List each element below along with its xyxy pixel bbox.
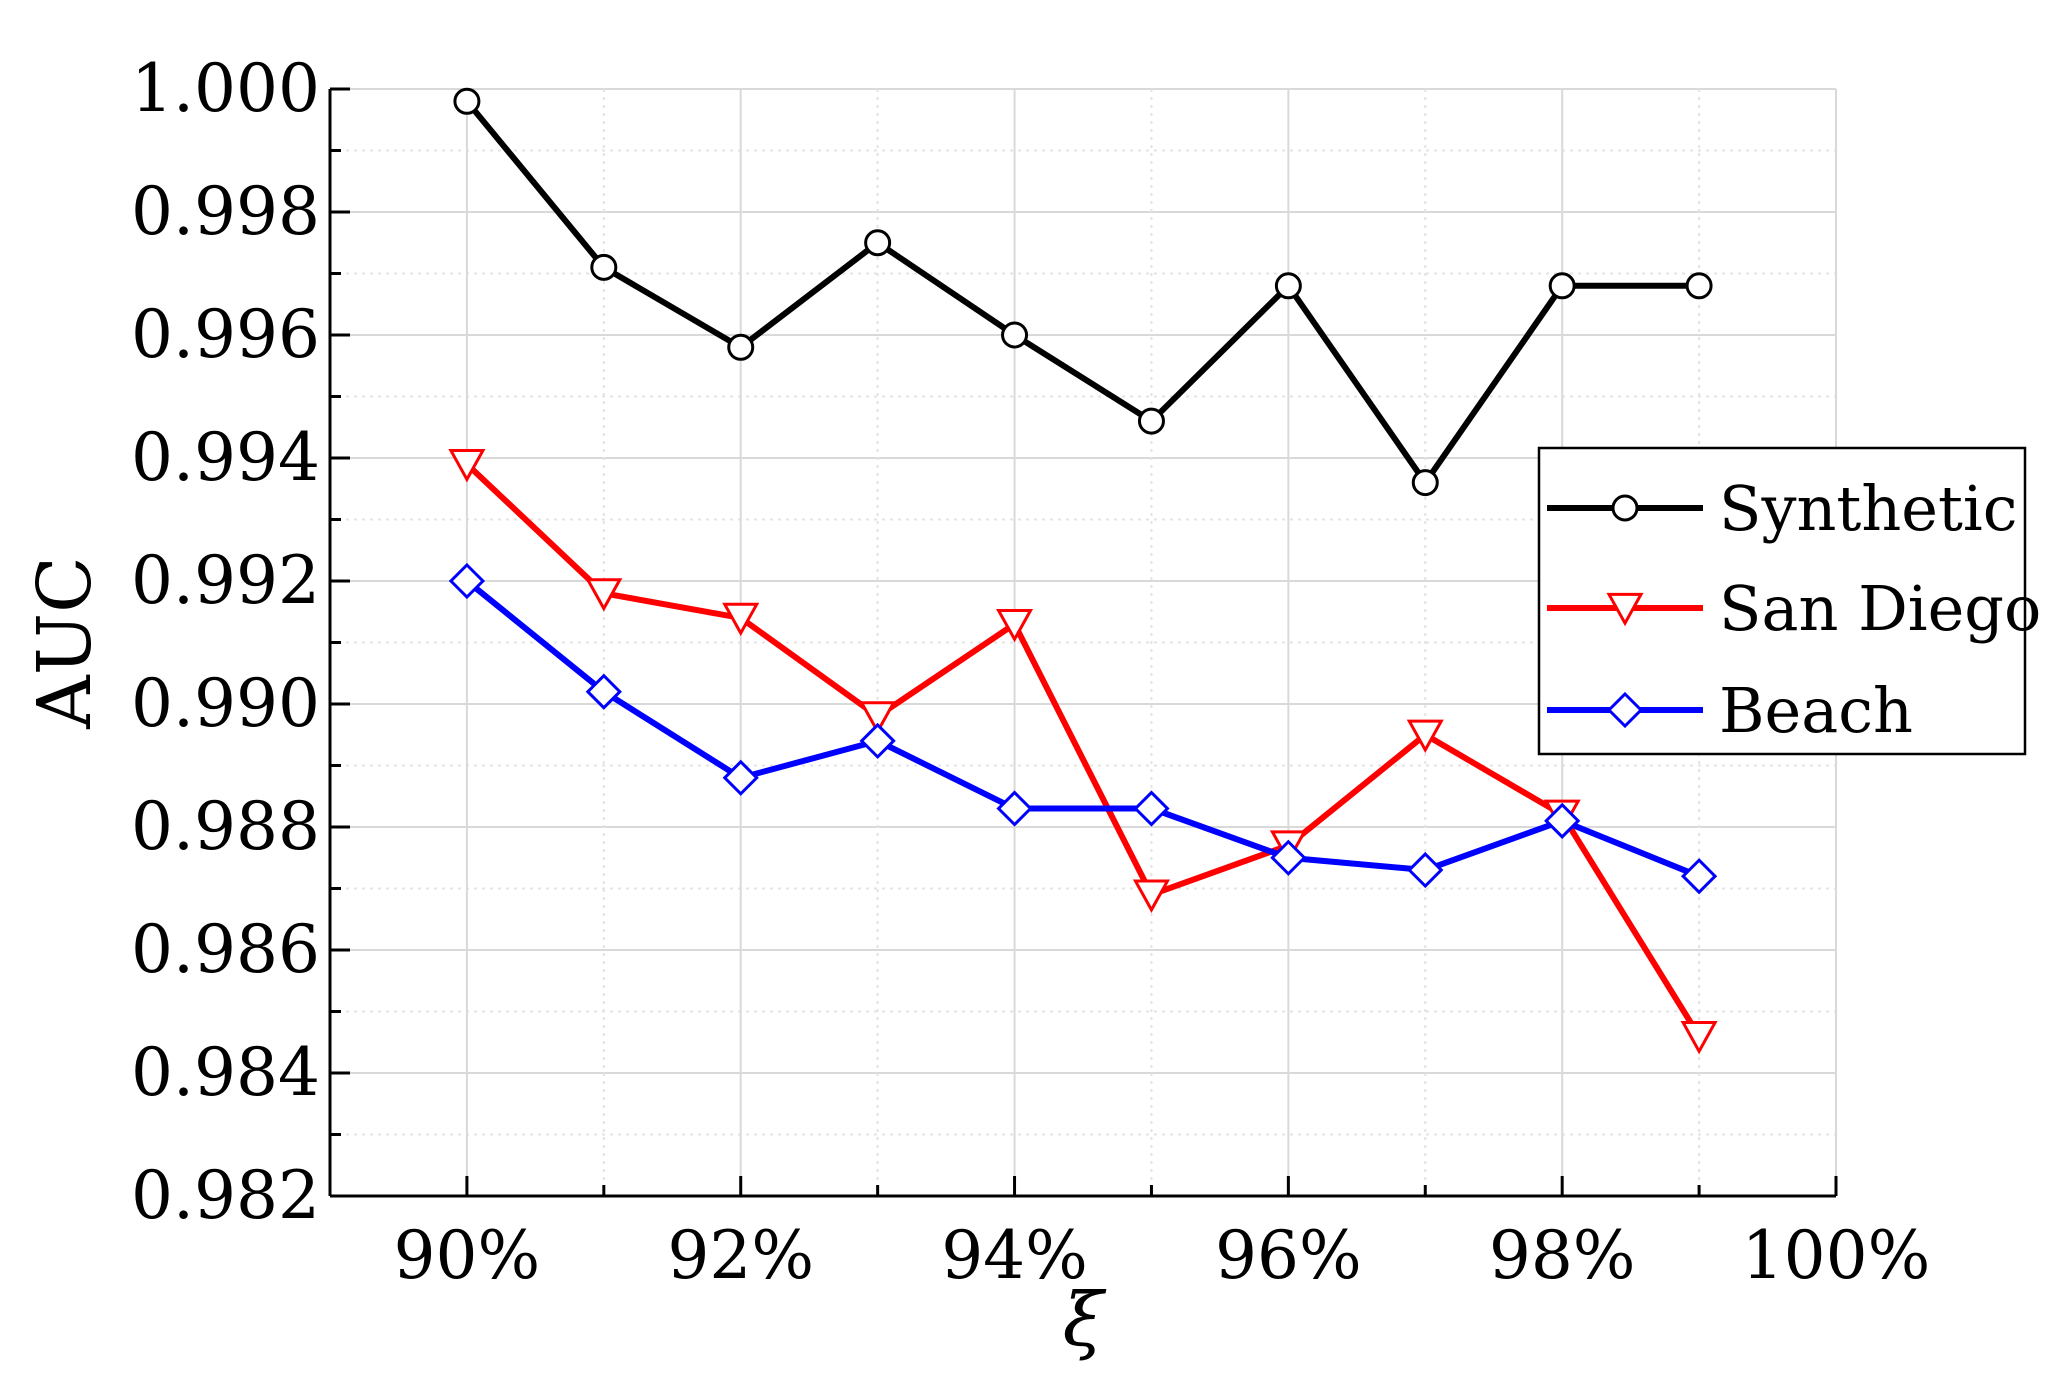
series-beach [448, 562, 1718, 895]
series-line-san-diego [464, 461, 1702, 1038]
data-point-beach [722, 759, 759, 796]
series-synthetic [453, 87, 1713, 497]
x-tick-label: 96% [1215, 1217, 1362, 1294]
data-point-synthetic [453, 87, 481, 115]
y-tick-label: 0.996 [131, 296, 320, 373]
series-line-beach [465, 578, 1701, 879]
data-point-synthetic [864, 229, 892, 257]
data-point-beach [1407, 851, 1444, 889]
x-tick-label: 100% [1742, 1217, 1931, 1294]
legend-item-san-diego: San Diego [1547, 572, 2041, 645]
data-point-synthetic [590, 253, 618, 281]
data-point-synthetic [1411, 469, 1439, 497]
legend-marker-beach [1606, 691, 1644, 729]
data-point-synthetic [1685, 272, 1713, 300]
legend-marker-san-diego [1606, 592, 1644, 627]
data-point-synthetic [727, 333, 755, 361]
data-point-beach [859, 722, 896, 760]
legend: Synthetic San Diego Beach [1537, 446, 2041, 756]
legend-marker-synthetic [1611, 494, 1639, 522]
x-tick-label: 94% [941, 1217, 1088, 1294]
data-point-beach [448, 562, 486, 600]
data-point-san-diego [859, 701, 897, 735]
data-point-synthetic [1001, 321, 1029, 349]
x-axis-title: ξ [1063, 1277, 1107, 1363]
y-axis-title: AUC [22, 556, 108, 729]
data-point-san-diego [585, 578, 623, 612]
axes-layer: 0.982 0.984 0.986 0.988 0.990 0.992 0.994 0.996… [131, 50, 1930, 1294]
y-tick-label: 0.992 [131, 542, 320, 619]
data-point-san-diego [1406, 719, 1444, 754]
data-point-synthetic [1548, 272, 1576, 300]
data-point-beach [1680, 858, 1718, 895]
data-point-san-diego [1680, 1021, 1718, 1055]
y-tick-label: 0.994 [131, 419, 320, 496]
legend-item-beach: Beach [1547, 674, 1913, 747]
series-san-diego [448, 449, 1718, 1055]
data-point-san-diego [448, 449, 486, 483]
data-point-san-diego [995, 608, 1034, 643]
data-point-san-diego [722, 602, 760, 637]
x-tick-label: 98% [1489, 1217, 1636, 1294]
data-point-synthetic [1137, 407, 1165, 435]
legend-label-san-diego: San Diego [1719, 572, 2041, 645]
y-tick-label: 0.988 [131, 788, 320, 865]
data-point-beach [1133, 790, 1170, 827]
data-point-beach [1270, 839, 1307, 876]
data-point-synthetic [1274, 272, 1302, 300]
y-tick-label: 0.982 [131, 1157, 320, 1234]
y-tick-label: 0.986 [131, 911, 320, 988]
series-line-synthetic [464, 99, 1700, 488]
legend-label-beach: Beach [1719, 674, 1913, 747]
series-layer [448, 87, 1718, 1055]
grid-layer [329, 88, 1837, 1197]
data-point-beach [585, 673, 622, 710]
y-tick-label: 0.998 [131, 173, 320, 250]
data-point-beach [1544, 802, 1581, 839]
y-tick-label: 1.000 [131, 50, 320, 127]
data-point-beach [996, 790, 1033, 827]
legend-label-synthetic: Synthetic [1719, 472, 2017, 545]
data-point-san-diego [1132, 879, 1171, 913]
x-tick-label: 90% [394, 1217, 541, 1294]
x-tick-label: 92% [667, 1217, 814, 1294]
y-tick-label: 0.984 [131, 1034, 320, 1111]
y-tick-label: 0.990 [131, 665, 320, 742]
legend-item-synthetic: Synthetic [1547, 472, 2017, 545]
